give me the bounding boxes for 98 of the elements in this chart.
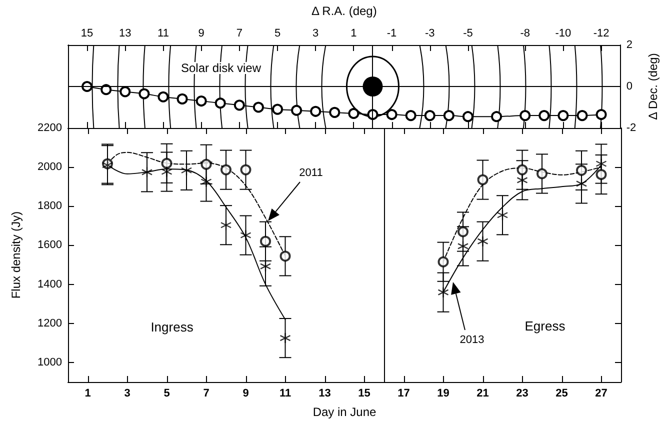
x-tick-label: 5 bbox=[164, 388, 170, 400]
point bbox=[491, 111, 502, 122]
point bbox=[386, 109, 398, 120]
x-axis-title: Δ R.A. (deg) bbox=[311, 4, 377, 18]
point bbox=[196, 96, 207, 107]
point bbox=[220, 164, 232, 176]
x-tick-label: 5 bbox=[274, 28, 281, 40]
point bbox=[161, 158, 172, 169]
point bbox=[477, 174, 488, 186]
y-tick-label: 2000 bbox=[38, 161, 62, 174]
x-tick-label: 3 bbox=[312, 28, 319, 40]
x-tick-label: 19 bbox=[437, 388, 450, 400]
point bbox=[180, 164, 192, 176]
point bbox=[576, 110, 588, 122]
point bbox=[516, 164, 528, 176]
point bbox=[536, 168, 548, 180]
point bbox=[596, 109, 607, 120]
point bbox=[200, 158, 212, 170]
y-axis-title: Δ Dec. (deg) bbox=[646, 53, 660, 120]
x-tick-label: -8 bbox=[520, 28, 530, 40]
point bbox=[272, 104, 283, 115]
x-tick-label: 11 bbox=[158, 28, 169, 40]
y-tick-label: 1400 bbox=[38, 278, 62, 290]
x-tick-label: 7 bbox=[236, 28, 242, 40]
point bbox=[329, 106, 340, 118]
point bbox=[348, 108, 360, 119]
point bbox=[576, 178, 588, 190]
point bbox=[477, 236, 488, 247]
point bbox=[520, 110, 531, 122]
point bbox=[138, 88, 150, 100]
point bbox=[438, 256, 449, 268]
point bbox=[438, 286, 449, 298]
x-tick-label: 15 bbox=[358, 388, 370, 400]
point bbox=[280, 332, 291, 344]
x-tick-label: 13 bbox=[119, 28, 132, 40]
point bbox=[220, 220, 232, 231]
point bbox=[457, 240, 469, 252]
x-tick-label: -12 bbox=[593, 28, 610, 40]
point bbox=[496, 210, 508, 221]
point bbox=[516, 174, 528, 186]
y-tick-label: -2 bbox=[626, 122, 636, 134]
y-tick-label: 0 bbox=[626, 80, 632, 92]
x-tick-label: -3 bbox=[424, 28, 435, 40]
y-tick-label: 2 bbox=[626, 39, 632, 51]
point bbox=[424, 110, 436, 122]
x-tick-label: 1 bbox=[350, 28, 357, 40]
point bbox=[558, 110, 569, 122]
x-tick-label: 7 bbox=[203, 388, 210, 400]
y-tick-label: 1000 bbox=[38, 356, 62, 368]
x-tick-label: 23 bbox=[516, 388, 528, 400]
point bbox=[405, 110, 416, 122]
x-tick-label: 21 bbox=[476, 388, 489, 400]
x-tick-label: 11 bbox=[279, 388, 292, 400]
point bbox=[280, 250, 291, 262]
x-tick-label: 9 bbox=[198, 28, 204, 40]
x-tick-label: 3 bbox=[124, 388, 130, 400]
point bbox=[141, 166, 153, 178]
point bbox=[596, 169, 607, 180]
x-axis-title: Day in June bbox=[312, 405, 377, 419]
point bbox=[240, 164, 252, 176]
y-tick-label: 1800 bbox=[38, 200, 62, 212]
annotation: Ingress bbox=[150, 320, 194, 334]
x-tick-label: 15 bbox=[80, 28, 94, 40]
point bbox=[200, 176, 212, 188]
x-tick-label: 1 bbox=[84, 388, 91, 400]
point bbox=[161, 166, 172, 178]
point bbox=[291, 104, 302, 116]
annotation: Solar disk view bbox=[180, 61, 262, 75]
point bbox=[252, 102, 264, 113]
annotation: 2013 bbox=[460, 334, 484, 346]
point bbox=[462, 111, 474, 122]
y-axis-title: Flux density (Jy) bbox=[9, 211, 23, 299]
x-tick-label: -5 bbox=[463, 28, 473, 40]
point bbox=[214, 98, 226, 109]
y-tick-label: 2200 bbox=[38, 122, 62, 134]
point bbox=[443, 110, 454, 122]
x-tick-label: 25 bbox=[556, 388, 568, 400]
x-tick-label: -1 bbox=[386, 28, 397, 40]
point bbox=[576, 164, 587, 176]
point bbox=[240, 230, 252, 241]
y-tick-label: 1600 bbox=[38, 239, 62, 252]
x-tick-label: 27 bbox=[595, 388, 608, 400]
point bbox=[120, 86, 131, 98]
point bbox=[538, 110, 550, 122]
x-tick-label: 9 bbox=[242, 388, 249, 400]
annotation: 2011 bbox=[299, 167, 323, 179]
point bbox=[260, 236, 271, 247]
x-tick-label: -10 bbox=[555, 28, 572, 40]
point bbox=[158, 91, 169, 102]
x-tick-label: 13 bbox=[318, 388, 331, 400]
point bbox=[234, 100, 245, 111]
point bbox=[310, 106, 322, 117]
x-tick-label: 17 bbox=[398, 388, 410, 400]
y-tick-label: 1200 bbox=[38, 317, 62, 330]
annotation: Egress bbox=[524, 318, 566, 334]
point bbox=[458, 226, 468, 238]
point bbox=[596, 158, 607, 170]
point bbox=[176, 93, 188, 104]
